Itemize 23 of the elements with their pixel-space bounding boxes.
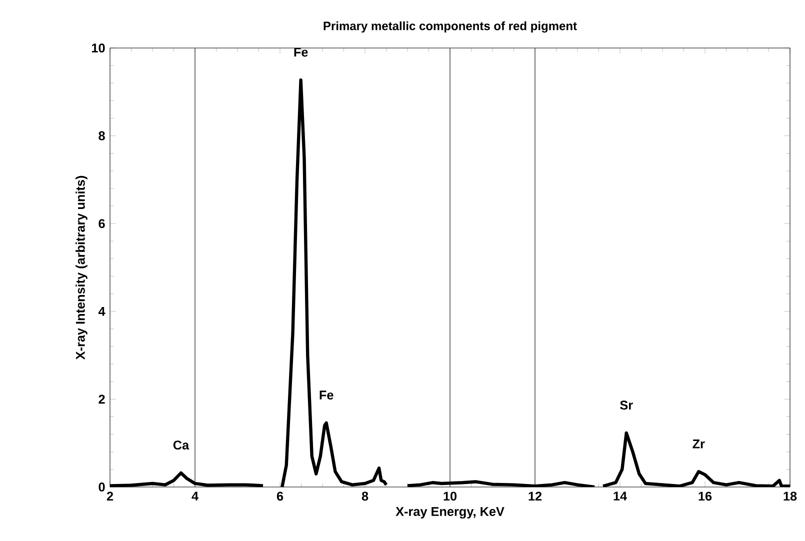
x-axis-title: X-ray Energy, KeV bbox=[396, 507, 504, 519]
y-tick-label: 6 bbox=[98, 219, 105, 228]
y-tick-label: 10 bbox=[92, 44, 105, 52]
x-tick-label: 16 bbox=[698, 492, 712, 501]
x-tick-label: 18 bbox=[784, 492, 797, 501]
y-tick-label: 4 bbox=[98, 307, 106, 316]
annotation: Ca bbox=[173, 440, 190, 450]
y-tick-label: 0 bbox=[98, 482, 105, 492]
x-tick-label: 10 bbox=[444, 492, 457, 501]
annotation: Fe bbox=[294, 48, 308, 57]
y-tick-label: 8 bbox=[98, 131, 105, 140]
annotation: Zr bbox=[692, 440, 705, 448]
x-tick-label: 12 bbox=[528, 492, 542, 501]
chart-title: Primary metallic components of red pigment bbox=[324, 21, 577, 33]
y-tick-label: 2 bbox=[98, 394, 105, 404]
x-tick-label: 8 bbox=[362, 492, 368, 501]
x-tick-label: 14 bbox=[614, 492, 627, 500]
annotation: Fe bbox=[320, 390, 334, 400]
annotation: Sr bbox=[620, 400, 633, 410]
x-tick-label: 4 bbox=[192, 492, 198, 500]
x-tick-label: 6 bbox=[276, 492, 284, 501]
x-tick-label: 2 bbox=[106, 492, 114, 501]
y-axis-title: X-ray Intensity (arbitrary units) bbox=[76, 176, 88, 360]
